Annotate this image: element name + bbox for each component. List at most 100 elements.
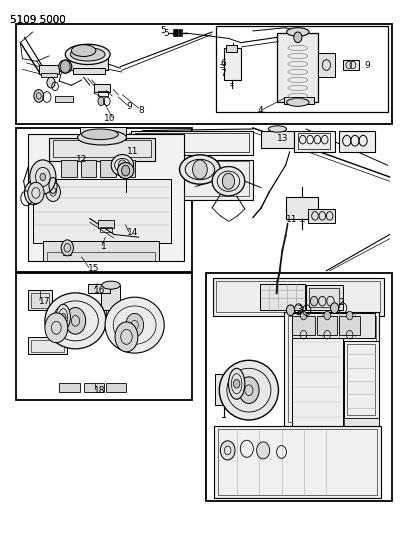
Bar [298,133,330,149]
Bar [131,131,253,155]
Bar [106,383,126,392]
Ellipse shape [212,166,245,196]
Text: 9: 9 [126,102,132,111]
Bar [216,281,380,312]
Bar [43,241,159,261]
Bar [84,383,104,392]
Circle shape [60,60,70,73]
Text: 2: 2 [339,298,344,307]
Bar [94,84,110,92]
Text: 5: 5 [161,27,166,35]
Ellipse shape [268,126,286,132]
Bar [214,426,381,498]
Bar [224,48,241,80]
Bar [218,429,377,495]
Circle shape [118,160,126,171]
Ellipse shape [286,98,309,106]
Bar [215,374,233,405]
Circle shape [45,313,68,343]
Bar [39,65,59,74]
Text: 10: 10 [104,114,116,123]
Circle shape [286,305,295,316]
Bar [343,60,359,70]
Text: 12: 12 [75,156,87,164]
Bar [292,316,315,335]
Bar [59,383,80,392]
Bar [206,273,392,501]
Bar [16,24,392,124]
Text: 3: 3 [296,305,302,313]
Circle shape [40,173,46,181]
Circle shape [300,311,307,320]
Bar [344,418,379,426]
Bar [53,140,151,157]
Bar [47,252,155,261]
Bar [284,97,314,104]
Ellipse shape [220,360,279,420]
Bar [308,209,335,223]
Bar [261,131,294,148]
Bar [135,133,249,152]
Circle shape [61,240,73,256]
Bar [31,293,49,308]
Bar [309,288,339,307]
Circle shape [115,322,138,352]
Ellipse shape [65,44,110,64]
Circle shape [257,442,270,459]
Text: 6: 6 [220,60,226,68]
Ellipse shape [118,163,134,179]
Bar [81,160,96,177]
Bar [33,179,171,243]
Bar [344,341,379,418]
Text: 14: 14 [126,229,138,237]
Bar [73,68,105,74]
Bar [226,45,237,52]
Bar [78,148,98,154]
Ellipse shape [78,130,126,145]
Ellipse shape [102,281,120,289]
Circle shape [239,377,259,403]
Bar [277,33,318,102]
Bar [292,313,375,338]
Ellipse shape [56,304,70,330]
Bar [69,58,108,70]
Text: 7: 7 [220,69,226,77]
Circle shape [60,313,66,321]
Bar [16,128,192,272]
Text: 18: 18 [94,386,105,394]
Bar [216,26,388,112]
Circle shape [34,90,44,102]
Circle shape [126,313,144,337]
Bar [61,160,77,177]
Text: 4: 4 [257,107,263,115]
Ellipse shape [70,47,105,61]
Bar [159,161,249,196]
Bar [49,138,155,161]
Bar [292,338,343,426]
Circle shape [310,296,318,306]
Bar [100,160,116,177]
Circle shape [324,311,330,320]
Text: 15: 15 [88,264,99,273]
Ellipse shape [71,45,96,56]
Bar [31,340,64,352]
Bar [284,312,379,426]
Ellipse shape [228,368,245,399]
Circle shape [24,181,42,205]
Bar [288,316,376,422]
Bar [80,127,126,139]
Bar [317,316,337,335]
Circle shape [220,441,235,460]
Bar [28,290,52,310]
Text: 5: 5 [164,29,169,37]
Bar [155,160,253,200]
Ellipse shape [59,60,72,74]
Text: 11: 11 [126,148,138,156]
Circle shape [30,160,56,194]
Bar [100,227,112,232]
Bar [98,220,114,228]
Bar [41,73,57,77]
Circle shape [65,308,86,334]
Bar [28,337,67,354]
Bar [88,284,110,293]
